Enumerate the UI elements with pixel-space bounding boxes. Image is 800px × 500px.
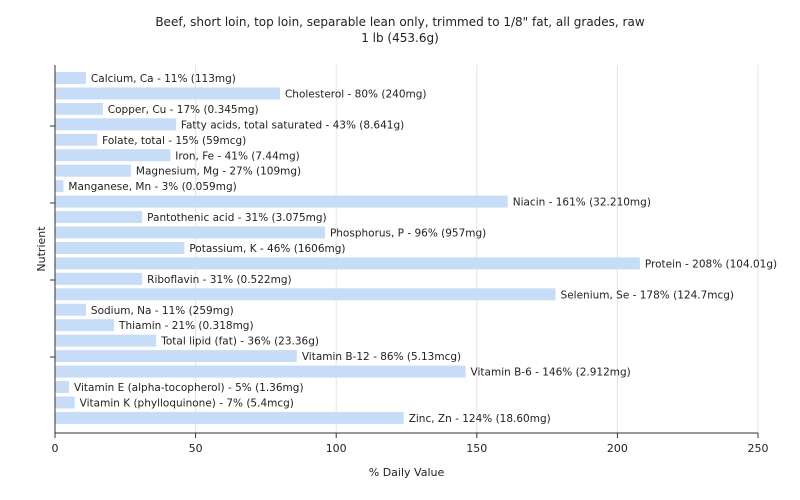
y-axis-title: Nutrient — [35, 226, 48, 272]
bar-label-12: Protein - 208% (104.01g) — [645, 258, 777, 270]
bar-label-17: Total lipid (fat) - 36% (23.36g) — [160, 336, 319, 348]
bar-8 — [55, 195, 508, 208]
bar-19 — [55, 365, 466, 378]
bar-3 — [55, 118, 176, 131]
bar-label-0: Calcium, Ca - 11% (113mg) — [91, 73, 236, 85]
chart-title-line-2: 1 lb (453.6g) — [361, 31, 439, 45]
bar-16 — [55, 319, 115, 332]
bar-label-20: Vitamin E (alpha-tocopherol) - 5% (1.36m… — [74, 382, 304, 394]
bar-label-18: Vitamin B-12 - 86% (5.13mcg) — [302, 351, 461, 363]
x-tick-label-1: 50 — [189, 442, 203, 455]
bar-4 — [55, 133, 98, 146]
bars: Calcium, Ca - 11% (113mg) Cholesterol - 8… — [55, 72, 777, 425]
bar-label-9: Pantothenic acid - 31% (3.075mg) — [147, 212, 326, 224]
bar-label-4: Folate, total - 15% (59mcg) — [102, 135, 246, 147]
bar-label-8: Niacin - 161% (32.210mg) — [513, 197, 651, 209]
bar-5 — [55, 149, 171, 162]
bar-label-5: Iron, Fe - 41% (7.44mg) — [175, 150, 299, 162]
bar-22 — [55, 411, 404, 424]
x-axis-ticks: 0 50 100 150 200 250 — [52, 433, 769, 455]
bar-14 — [55, 288, 556, 301]
bar-0 — [55, 72, 86, 84]
bar-13 — [55, 272, 143, 285]
x-axis-title: % Daily Value — [369, 466, 445, 479]
bar-label-2: Copper, Cu - 17% (0.345mg) — [108, 104, 259, 116]
chart-title: Beef, short loin, top loin, separable le… — [0, 14, 800, 46]
bar-label-14: Selenium, Se - 178% (124.7mcg) — [561, 289, 735, 301]
bar-label-3: Fatty acids, total saturated - 43% (8.64… — [181, 119, 404, 131]
bar-21 — [55, 396, 75, 409]
bar-label-15: Sodium, Na - 11% (259mg) — [91, 305, 234, 317]
bar-label-22: Zinc, Zn - 124% (18.60mg) — [409, 413, 551, 425]
x-tick-label-2: 100 — [326, 442, 347, 455]
bar-2 — [55, 102, 103, 115]
bar-label-7: Manganese, Mn - 3% (0.059mg) — [68, 181, 236, 193]
x-tick-label-0: 0 — [52, 442, 59, 455]
bar-7 — [55, 180, 64, 193]
bar-20 — [55, 381, 70, 393]
chart-title-line-1: Beef, short loin, top loin, separable le… — [155, 15, 645, 29]
bar-12 — [55, 257, 640, 270]
bar-18 — [55, 350, 297, 363]
bar-15 — [55, 303, 86, 316]
bar-label-10: Phosphorus, P - 96% (957mg) — [330, 228, 486, 240]
bar-label-21: Vitamin K (phylloquinone) - 7% (5.4mcg) — [80, 397, 294, 409]
bar-11 — [55, 241, 185, 254]
axes — [50, 65, 758, 434]
bar-label-19: Vitamin B-6 - 146% (2.912mg) — [471, 367, 631, 379]
bar-label-11: Potassium, K - 46% (1606mg) — [189, 243, 345, 255]
bar-10 — [55, 226, 325, 239]
x-tick-label-5: 250 — [748, 442, 769, 455]
bar-label-6: Magnesium, Mg - 27% (109mg) — [136, 166, 301, 178]
bar-label-13: Riboflavin - 31% (0.522mg) — [147, 274, 291, 286]
bar-label-16: Thiamin - 21% (0.318mg) — [118, 320, 254, 332]
bar-9 — [55, 211, 143, 224]
x-tick-label-3: 150 — [466, 442, 487, 455]
bar-17 — [55, 334, 157, 347]
bar-1 — [55, 87, 280, 100]
bar-6 — [55, 164, 131, 177]
x-tick-label-4: 200 — [607, 442, 628, 455]
bar-label-1: Cholesterol - 80% (240mg) — [285, 88, 427, 100]
